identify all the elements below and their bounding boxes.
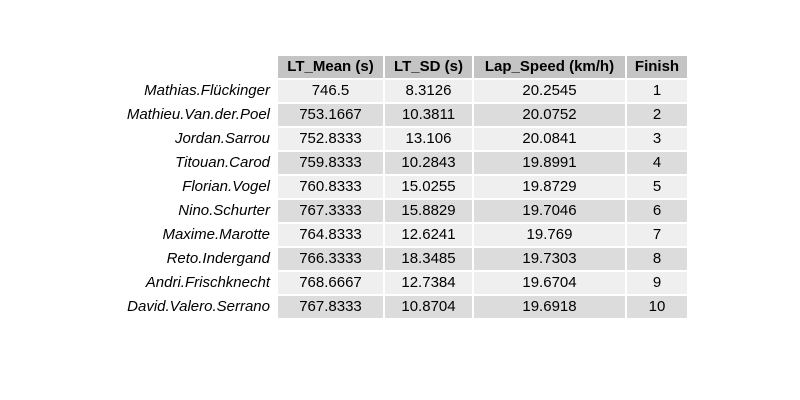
cell-lt-mean: 753.1667 [278,104,383,126]
rider-name: Jordan.Sarrou [174,130,270,147]
table-body: Mathias.Flückinger 746.5 8.3126 20.2545 1 Mat… [110,80,687,318]
cell-lt-mean: 764.8333 [278,224,383,246]
cell-lap-speed: 19.7303 [474,248,625,270]
cell-lt-mean: 768.6667 [278,272,383,294]
cell-lt-mean: 767.3333 [278,200,383,222]
rider-name: Nino.Schurter [178,202,270,219]
cell-finish: 3 [627,128,687,150]
rider-name: Florian.Vogel [182,178,270,195]
header-lt-mean: LT_Mean (s) [278,56,383,78]
cell-finish: 2 [627,104,687,126]
rider-name: Titouan.Carod [175,154,270,171]
table-row: Reto.Indergand 766.3333 18.3485 19.7303 8 [110,248,687,270]
cell-lt-mean: 760.8333 [278,176,383,198]
cell-finish: 1 [627,80,687,102]
cell-lt-sd: 10.2843 [385,152,472,174]
cell-finish: 4 [627,152,687,174]
cell-lt-mean: 759.8333 [278,152,383,174]
cell-lt-mean: 752.8333 [278,128,383,150]
cell-lap-speed: 19.8991 [474,152,625,174]
cell-lap-speed: 19.6918 [474,296,625,318]
table-row: Mathieu.Van.der.Poel 753.1667 10.3811 20.07… [110,104,687,126]
table-row: Jordan.Sarrou 752.8333 13.106 20.0841 3 [110,128,687,150]
header-finish: Finish [627,56,687,78]
cell-lt-sd: 10.8704 [385,296,472,318]
cell-lt-sd: 15.0255 [385,176,472,198]
cell-finish: 6 [627,200,687,222]
cell-lap-speed: 20.0752 [474,104,625,126]
results-table: LT_Mean (s) LT_SD (s) Lap_Speed (km/h) F… [108,54,689,320]
table-row: David.Valero.Serrano 767.8333 10.8704 19.69… [110,296,687,318]
cell-lap-speed: 19.8729 [474,176,625,198]
table-row: Nino.Schurter 767.3333 15.8829 19.7046 6 [110,200,687,222]
cell-finish: 7 [627,224,687,246]
cell-lt-sd: 12.7384 [385,272,472,294]
table-row: Titouan.Carod 759.8333 10.2843 19.8991 4 [110,152,687,174]
cell-lap-speed: 19.7046 [474,200,625,222]
rider-name: Mathias.Flückinger [144,82,270,99]
header-corner [110,56,276,78]
cell-finish: 10 [627,296,687,318]
cell-lt-sd: 15.8829 [385,200,472,222]
rider-name: Andri.Frischknecht [145,274,270,291]
table-row: Andri.Frischknecht 768.6667 12.7384 19.6704… [110,272,687,294]
cell-lap-speed: 19.769 [474,224,625,246]
rider-name: Reto.Indergand [166,250,270,267]
cell-lt-mean: 767.8333 [278,296,383,318]
cell-lt-mean: 766.3333 [278,248,383,270]
cell-lap-speed: 20.2545 [474,80,625,102]
cell-lap-speed: 19.6704 [474,272,625,294]
cell-finish: 9 [627,272,687,294]
header-lt-sd: LT_SD (s) [385,56,472,78]
table-row: Florian.Vogel 760.8333 15.0255 19.8729 5 [110,176,687,198]
cell-lt-sd: 12.6241 [385,224,472,246]
header-lap-speed: Lap_Speed (km/h) [474,56,625,78]
cell-lt-sd: 13.106 [385,128,472,150]
cell-lt-sd: 10.3811 [385,104,472,126]
cell-lt-sd: 8.3126 [385,80,472,102]
rider-name: Maxime.Marotte [162,226,270,243]
table-row: Mathias.Flückinger 746.5 8.3126 20.2545 1 [110,80,687,102]
table-row: Maxime.Marotte 764.8333 12.6241 19.769 7 [110,224,687,246]
cell-lt-sd: 18.3485 [385,248,472,270]
cell-finish: 5 [627,176,687,198]
cell-lap-speed: 20.0841 [474,128,625,150]
rider-name: Mathieu.Van.der.Poel [126,106,270,123]
cell-lt-mean: 746.5 [278,80,383,102]
cell-finish: 8 [627,248,687,270]
header-row: LT_Mean (s) LT_SD (s) Lap_Speed (km/h) F… [110,56,687,78]
rider-name: David.Valero.Serrano [127,298,270,315]
